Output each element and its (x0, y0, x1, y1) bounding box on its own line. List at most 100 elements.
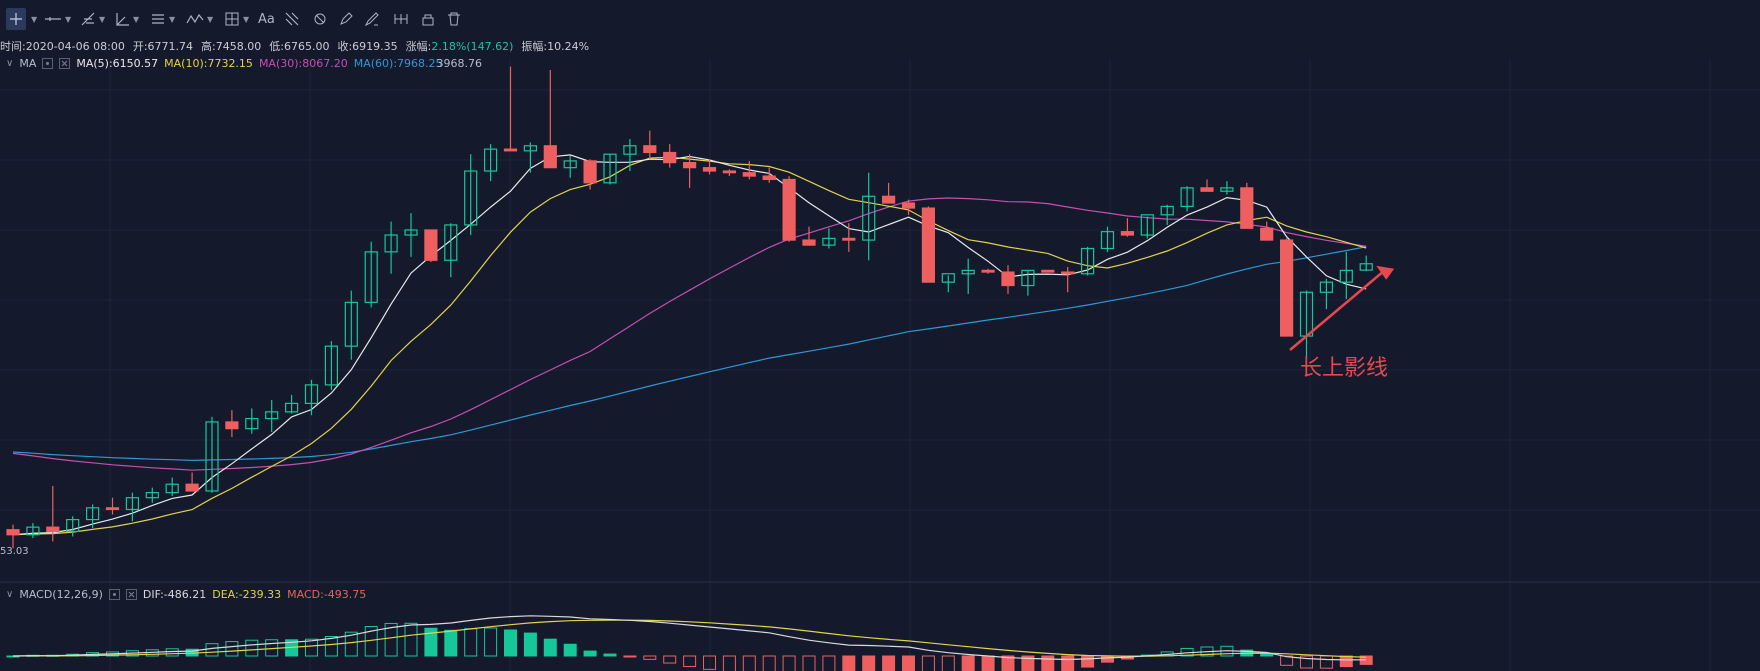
candle-body (1180, 187, 1194, 207)
ma5-value: MA(5):6150.57 (76, 56, 159, 70)
candle-body (603, 153, 617, 184)
visibility-icon[interactable] (42, 57, 54, 69)
candle-body (782, 178, 796, 241)
candle-body (941, 273, 955, 283)
info-low: 低:6765.00 (269, 40, 330, 53)
candle-body (1319, 281, 1334, 293)
candle-body (185, 483, 199, 492)
info-amp-label: 振幅: (521, 40, 548, 53)
close-icon[interactable] (125, 588, 137, 600)
chevron-down-icon: ▼ (243, 14, 250, 24)
info-change: 涨幅:2.18%(147.62) (406, 38, 514, 54)
candle-body (1080, 247, 1095, 275)
info-close: 收:6919.35 (337, 40, 398, 53)
macd-bar (563, 643, 577, 657)
candle-body (1220, 187, 1234, 192)
candle-body (503, 148, 518, 152)
annotation-arrow-line (1289, 269, 1386, 351)
macd-bar (1339, 655, 1353, 668)
annotation-arrow-head (1376, 265, 1395, 280)
candle-body (66, 518, 80, 532)
candle-body (1240, 187, 1254, 229)
grid-tool[interactable]: ▼ (224, 8, 249, 30)
pencil-tool[interactable] (338, 8, 354, 30)
ruler-tool[interactable]: ▼ (114, 8, 139, 30)
macd-bar (1081, 655, 1095, 668)
candle-body (364, 251, 378, 303)
pattern-tool[interactable] (284, 8, 300, 30)
candle-body (1001, 271, 1015, 287)
macd-bar (205, 643, 219, 657)
candle-body (324, 345, 338, 386)
lock-icon (422, 14, 434, 26)
candle-body (1359, 263, 1373, 271)
ma-legend: ∨ MA MA(5):6150.57 MA(10):7732.15 MA(30)… (6, 55, 482, 71)
measure-tool[interactable] (392, 8, 410, 30)
annotation-text: 长上影线 (1300, 356, 1389, 381)
macd-bar (882, 655, 896, 671)
visibility-icon[interactable] (108, 588, 120, 600)
macd-bar (1280, 655, 1294, 666)
macd-legend-name: MACD(12,26,9) (19, 587, 103, 601)
fib-tool[interactable]: ▼ (80, 8, 105, 30)
candle-body (6, 529, 20, 536)
info-change-label: 涨幅: (405, 40, 432, 53)
trend-line-icon (45, 17, 61, 21)
macd-bar (583, 650, 597, 657)
macd-bar (464, 628, 478, 657)
candle-body (802, 239, 816, 246)
wave-tool[interactable]: ▼ (186, 8, 213, 30)
text-tool[interactable]: Aa (258, 8, 275, 30)
ma10-value: MA(10):7732.15 (164, 56, 253, 70)
macd-bar (623, 655, 637, 658)
macd-bar (842, 655, 856, 671)
candle-body (1100, 231, 1115, 250)
candle-body (125, 497, 140, 511)
macd-bar (862, 655, 876, 671)
magnet-tool[interactable] (312, 8, 328, 30)
candle-body (722, 170, 737, 174)
macd-bar (305, 638, 318, 657)
lock-tool[interactable] (420, 8, 436, 30)
candle-body (265, 411, 279, 420)
candle-body (921, 207, 936, 283)
collapse-chevron-icon[interactable]: ∨ (6, 57, 14, 69)
lines-icon (152, 14, 164, 24)
close-icon[interactable] (59, 57, 71, 69)
candle-body (105, 507, 120, 511)
candle-body (145, 492, 159, 499)
crosshair-dropdown[interactable]: ▼ (28, 8, 37, 30)
candle-body (1279, 239, 1294, 337)
info-open: 开:6771.74 (132, 40, 194, 53)
brush-icon (364, 12, 379, 27)
candle-body (1339, 269, 1353, 283)
candle-body (1120, 231, 1135, 236)
info-amp-value: 10.24% (547, 40, 590, 53)
macd-bar (603, 653, 617, 657)
macd-bar (742, 655, 756, 671)
chevron-down-icon: ▼ (65, 14, 72, 24)
candle-body (583, 160, 597, 184)
drawing-toolbar: ▼ ▼ ▼ ▼ ▼ ▼ ▼ Aa (0, 0, 480, 38)
info-change-value: 2.18%(147.62) (431, 40, 514, 53)
collapse-chevron-icon[interactable]: ∨ (6, 588, 14, 600)
trend-line-tool[interactable]: ▼ (44, 8, 71, 30)
brush-tool[interactable] (364, 8, 380, 30)
macd-bar (921, 655, 935, 671)
fib-icon (81, 12, 95, 26)
candle-body (205, 421, 219, 492)
macd-bar (1021, 655, 1035, 671)
chevron-down-icon: ▼ (99, 14, 106, 24)
trash-icon (448, 12, 460, 26)
crosshair-tool[interactable] (6, 8, 26, 30)
lines-tool[interactable]: ▼ (150, 8, 175, 30)
dif-value: DIF:-486.21 (142, 587, 207, 601)
info-high: 高:7458.00 (201, 40, 262, 53)
macd-bar (523, 632, 537, 657)
candle-body (1260, 227, 1274, 241)
candle-body (663, 151, 677, 164)
candle-body (344, 301, 358, 347)
trash-tool[interactable] (446, 8, 462, 30)
macd-bar (225, 641, 239, 657)
